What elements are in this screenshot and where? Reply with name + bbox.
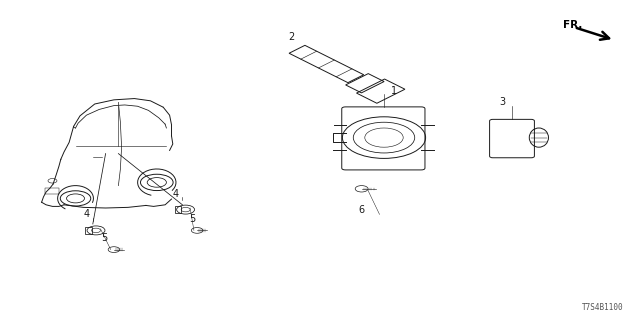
Text: 5: 5 [189, 214, 195, 224]
Text: 2: 2 [288, 32, 294, 42]
Text: 4: 4 [173, 188, 179, 199]
Text: 6: 6 [358, 204, 365, 215]
Text: T7S4B1100: T7S4B1100 [582, 303, 624, 312]
Text: 4: 4 [83, 209, 90, 220]
Text: 3: 3 [499, 97, 506, 108]
Text: FR.: FR. [563, 20, 582, 30]
Text: 5: 5 [101, 233, 108, 244]
Text: 1: 1 [390, 86, 397, 96]
